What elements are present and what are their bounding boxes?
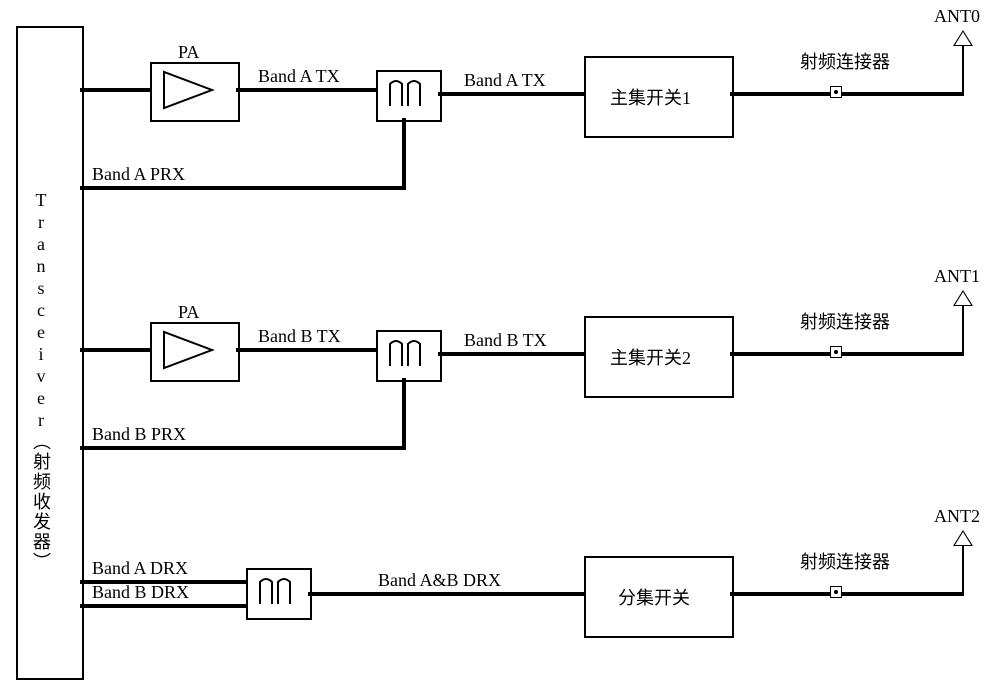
main-switch-1-label: 主集开关1 [610,84,691,110]
transceiver-label-cn: （射频收发器） [31,432,51,572]
antenna-0-mast [962,44,964,96]
diversity-switch-label: 分集开关 [618,584,690,610]
label-banda-tx-2: Band A TX [464,70,546,91]
pa-label-a: PA [178,42,199,63]
filter-icon [384,336,430,372]
pa-label-b: PA [178,302,199,323]
wire [730,592,964,596]
label-banda-drx: Band A DRX [92,558,188,579]
rf-conn-label-1: 射频连接器 [800,308,890,334]
wire [236,88,376,92]
wire [236,348,376,352]
main-switch-2-label: 主集开关2 [610,344,691,370]
transceiver-label-en: Transceiver [31,190,51,432]
wire [730,92,964,96]
wire [308,592,584,596]
antenna-2-label: ANT2 [934,506,980,527]
filter-icon [254,574,300,610]
transceiver-label: Transceiver（射频收发器） [28,190,54,577]
pa-amp-icon [158,328,228,372]
wire [438,92,584,96]
antenna-2-mast [962,544,964,596]
rf-connector-dot [834,350,838,354]
antenna-1-mast [962,304,964,356]
wire [80,604,246,608]
wire [80,348,150,352]
label-bandb-drx: Band B DRX [92,582,189,603]
rf-connector-dot [834,590,838,594]
antenna-0-icon [953,30,973,46]
label-bandb-prx: Band B PRX [92,424,186,445]
rf-conn-label-2: 射频连接器 [800,548,890,574]
wire [438,352,584,356]
wire [80,88,150,92]
label-bandb-tx-1: Band B TX [258,326,341,347]
filter-icon [384,76,430,112]
antenna-2-icon [953,530,973,546]
wire [402,118,406,190]
antenna-1-icon [953,290,973,306]
label-banda-tx-1: Band A TX [258,66,340,87]
antenna-0-label: ANT0 [934,6,980,27]
rf-conn-label-0: 射频连接器 [800,48,890,74]
label-bandb-tx-2: Band B TX [464,330,547,351]
wire [402,378,406,450]
pa-amp-icon [158,68,228,112]
antenna-1-label: ANT1 [934,266,980,287]
wire [730,352,964,356]
label-banda-prx: Band A PRX [92,164,185,185]
wire [80,186,406,190]
rf-connector-dot [834,90,838,94]
label-bandab-drx: Band A&B DRX [378,570,501,591]
wire [80,446,406,450]
